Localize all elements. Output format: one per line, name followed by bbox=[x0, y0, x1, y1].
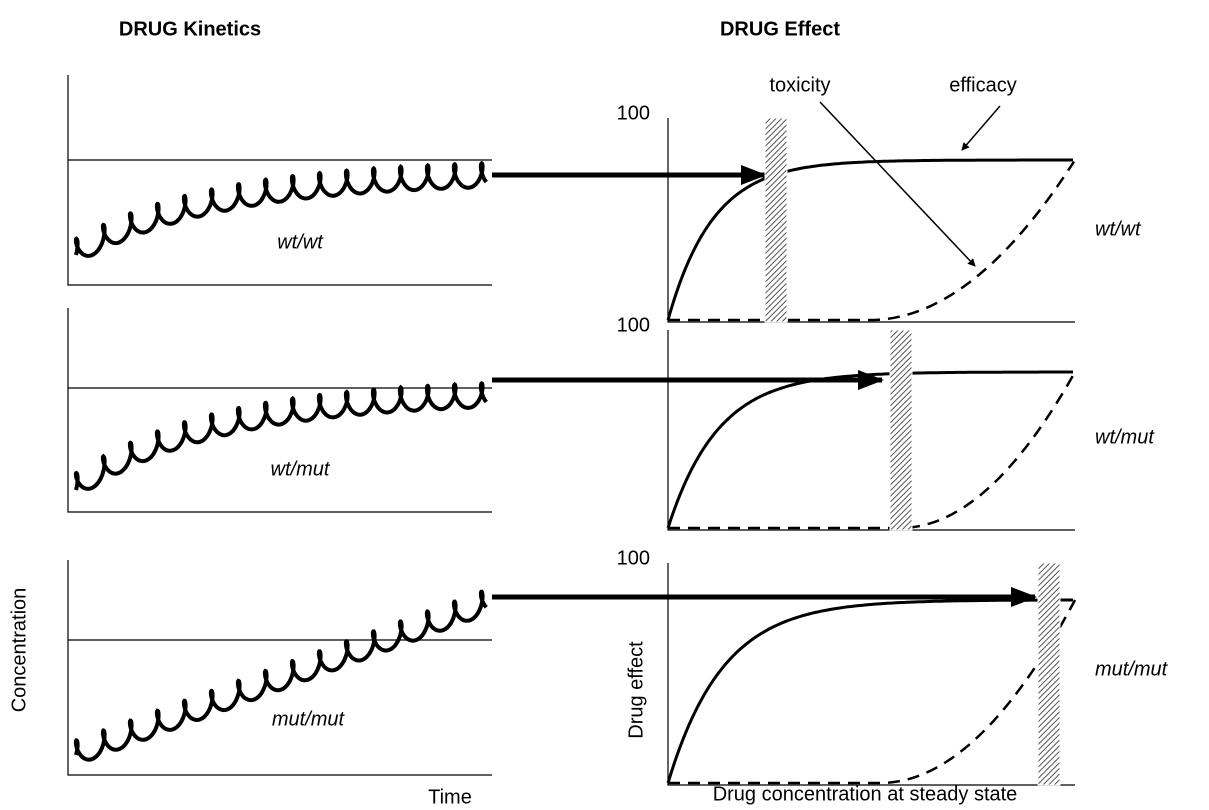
kinetics-curve bbox=[73, 160, 488, 258]
effect-max-label: 100 bbox=[617, 314, 650, 336]
toxicity-label: toxicity bbox=[769, 74, 830, 96]
toxicity-threshold-bar bbox=[1037, 562, 1061, 786]
toxicity-arrow bbox=[819, 101, 976, 267]
effect-max-label: 100 bbox=[617, 547, 650, 569]
toxicity-curve bbox=[668, 599, 1077, 785]
kinetics-curve bbox=[73, 380, 488, 491]
efficacy-arrow bbox=[961, 105, 1001, 151]
genotype-label: wt/wt bbox=[277, 231, 324, 253]
toxicity-curve bbox=[668, 160, 1076, 322]
effect-axes bbox=[667, 118, 1075, 323]
efficacy-label: efficacy bbox=[949, 74, 1016, 96]
genotype-label: wt/mut bbox=[271, 458, 331, 480]
effect-axes bbox=[667, 563, 1075, 786]
effect-y-label: Drug effect bbox=[625, 641, 647, 739]
efficacy-curve bbox=[666, 370, 1073, 529]
effect-genotype-label: mut/mut bbox=[1095, 658, 1169, 680]
toxicity-curve bbox=[668, 373, 1076, 530]
effect-max-label: 100 bbox=[617, 102, 650, 124]
effect-x-label: Drug concentration at steady state bbox=[713, 783, 1018, 805]
kinetics-x-label: Time bbox=[428, 786, 472, 808]
kinetics-curve bbox=[73, 589, 488, 762]
efficacy-curve bbox=[666, 158, 1073, 321]
effect-axes bbox=[667, 330, 1075, 531]
effect-title: DRUG Effect bbox=[720, 18, 840, 40]
effect-genotype-label: wt/wt bbox=[1095, 218, 1142, 240]
genotype-label: mut/mut bbox=[272, 708, 346, 730]
effect-genotype-label: wt/mut bbox=[1095, 426, 1155, 448]
efficacy-curve bbox=[666, 598, 1073, 784]
kinetics-y-label: Concentration bbox=[8, 588, 30, 713]
kinetics-axes bbox=[67, 75, 492, 286]
toxicity-threshold-bar bbox=[889, 329, 913, 531]
kinetics-axes bbox=[67, 308, 492, 513]
kinetics-axes bbox=[67, 560, 492, 776]
toxicity-threshold-bar bbox=[764, 117, 788, 323]
kinetics-title: DRUG Kinetics bbox=[119, 18, 261, 40]
